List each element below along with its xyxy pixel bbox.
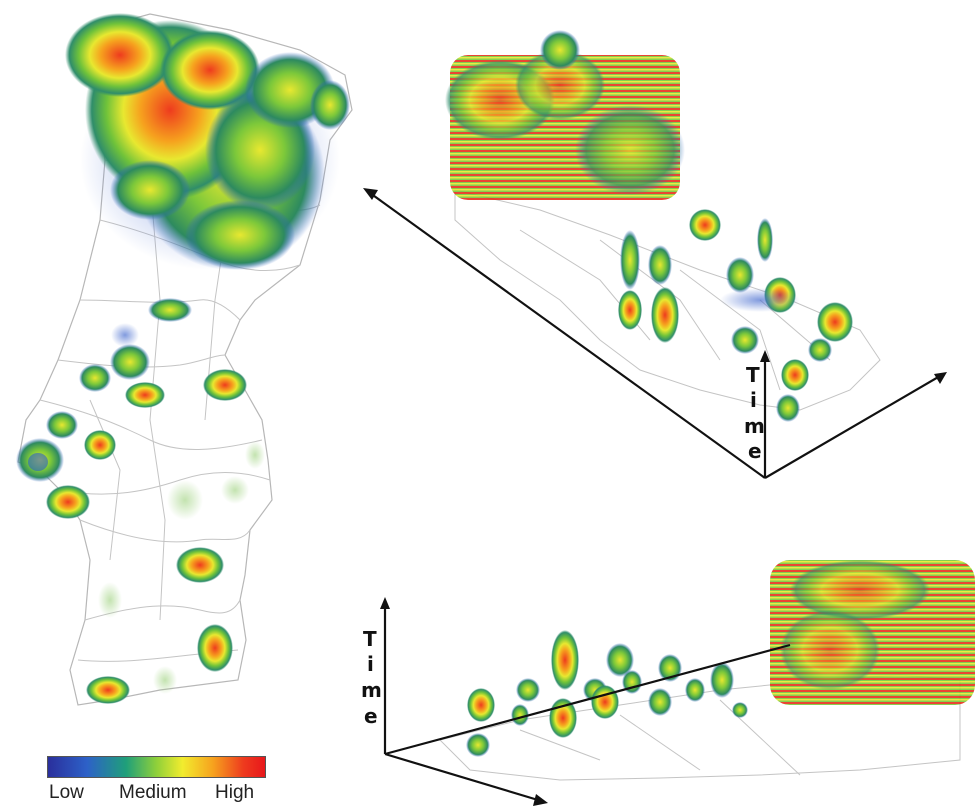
top-right-3d-view: T i m e xyxy=(363,30,947,479)
bottom-right-volume xyxy=(770,560,975,705)
legend-color-bar xyxy=(47,756,266,778)
bottom-right-time-letter-t: T xyxy=(363,627,377,651)
coastal-spots xyxy=(16,298,265,704)
left-map xyxy=(16,13,353,706)
bottom-right-time-letter-i: i xyxy=(367,652,374,676)
bottom-right-3d-view: T i m e xyxy=(361,560,975,806)
legend-high-label: High xyxy=(215,782,255,803)
color-legend: Low Medium High xyxy=(47,756,267,804)
legend-medium-label: Medium xyxy=(119,782,187,803)
top-right-time-letter-i: i xyxy=(750,388,757,412)
legend-low-label: Low xyxy=(49,782,84,803)
bottom-right-time-letter-m: m xyxy=(361,678,382,702)
top-right-axes xyxy=(363,188,947,479)
top-right-time-letter-m: m xyxy=(744,414,765,438)
north-cluster xyxy=(65,13,350,270)
bottom-right-time-letter-e: e xyxy=(364,704,378,728)
bottom-right-axes xyxy=(380,597,791,806)
top-right-volume xyxy=(445,30,685,200)
top-right-time-letter-t: T xyxy=(746,363,760,387)
top-right-time-letter-e: e xyxy=(748,439,762,463)
top-right-spots xyxy=(618,209,853,422)
